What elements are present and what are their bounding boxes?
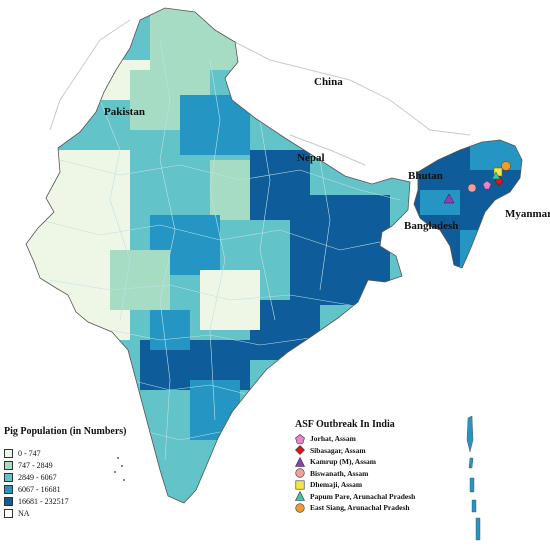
outbreak-legend-row: Biswanath, Assam bbox=[295, 468, 415, 480]
kamrup-marker bbox=[443, 193, 455, 204]
outbreak-legend-row: Kamrup (M), Assam bbox=[295, 456, 415, 468]
india-outline bbox=[25, 7, 411, 504]
label-pakistan: Pakistan bbox=[104, 106, 145, 118]
population-legend-row: 0 - 747 bbox=[4, 447, 127, 459]
legend-label: 747 - 2849 bbox=[18, 460, 53, 470]
legend-swatch bbox=[4, 460, 13, 470]
legend-swatch bbox=[4, 472, 13, 482]
population-legend-row: 747 - 2849 bbox=[4, 459, 127, 471]
square-icon bbox=[295, 480, 305, 490]
legend-label: 0 - 747 bbox=[18, 448, 41, 458]
outbreak-legend-row: Papum Pare, Arunachal Pradesh bbox=[295, 491, 415, 503]
population-legend-row: 2849 - 6067 bbox=[4, 471, 127, 483]
label-bangladesh: Bangladesh bbox=[404, 220, 459, 232]
population-legend-row: NA bbox=[4, 507, 127, 519]
legend-swatch bbox=[4, 448, 13, 458]
jorhat-marker bbox=[482, 180, 492, 190]
east-siang-marker bbox=[501, 161, 511, 171]
outbreak-legend-label: Kamrup (M), Assam bbox=[310, 457, 377, 467]
outbreak-legend-title: ASF Outbreak In India bbox=[295, 419, 395, 430]
biswanath-marker bbox=[467, 183, 477, 193]
legend-label: 2849 - 6067 bbox=[18, 472, 57, 482]
outbreak-legend-label: Papum Pare, Arunachal Pradesh bbox=[310, 491, 416, 501]
diamond-icon bbox=[295, 445, 305, 456]
outbreak-markers bbox=[443, 161, 511, 204]
outbreak-legend: ASF Outbreak In India Jorhat, Assam Sibas… bbox=[295, 419, 415, 514]
northeast-outline bbox=[413, 139, 523, 269]
andaman-islands bbox=[466, 415, 481, 541]
papum-pare-marker bbox=[491, 171, 501, 180]
outbreak-legend-row: Dhemaji, Assam bbox=[295, 479, 415, 491]
population-legend-row: 6067 - 16681 bbox=[4, 483, 127, 495]
legend-label: NA bbox=[18, 508, 30, 518]
label-bhutan: Bhutan bbox=[408, 170, 443, 182]
neighbor-borders bbox=[49, 19, 471, 166]
legend-label: 6067 - 16681 bbox=[18, 484, 61, 494]
outbreak-legend-row: East Siang, Arunachal Pradesh bbox=[295, 502, 415, 514]
outbreak-legend-row: Jorhat, Assam bbox=[295, 433, 415, 445]
outbreak-legend-label: Dhemaji, Assam bbox=[310, 480, 363, 490]
triangle-icon bbox=[295, 491, 305, 502]
label-nepal: Nepal bbox=[297, 152, 325, 164]
northeast-landmass bbox=[414, 140, 522, 268]
outbreak-legend-label: Jorhat, Assam bbox=[310, 434, 356, 444]
legend-swatch bbox=[4, 508, 13, 518]
outbreak-legend-label: Sibasagar, Assam bbox=[310, 445, 366, 455]
outbreak-legend-label: East Siang, Arunachal Pradesh bbox=[310, 503, 410, 513]
outbreak-legend-row: Sibasagar, Assam bbox=[295, 445, 415, 457]
label-myanmar: Myanmar bbox=[505, 208, 550, 220]
lakshadweep-islands bbox=[114, 457, 125, 481]
label-china: China bbox=[314, 76, 343, 88]
pentagon-icon bbox=[295, 433, 305, 444]
legend-swatch bbox=[4, 484, 13, 494]
population-legend-title: Pig Population (in Numbers) bbox=[4, 426, 127, 437]
circle-icon bbox=[295, 503, 305, 513]
legend-label: 16681 - 232517 bbox=[18, 496, 69, 506]
triangle-icon bbox=[295, 456, 305, 467]
legend-swatch bbox=[4, 496, 13, 506]
district-lines bbox=[39, 39, 401, 461]
circle-icon bbox=[295, 468, 305, 478]
outbreak-legend-label: Biswanath, Assam bbox=[310, 468, 369, 478]
population-legend: Pig Population (in Numbers) 0 - 747 747 -… bbox=[4, 426, 127, 519]
population-legend-row: 16681 - 232517 bbox=[4, 495, 127, 507]
